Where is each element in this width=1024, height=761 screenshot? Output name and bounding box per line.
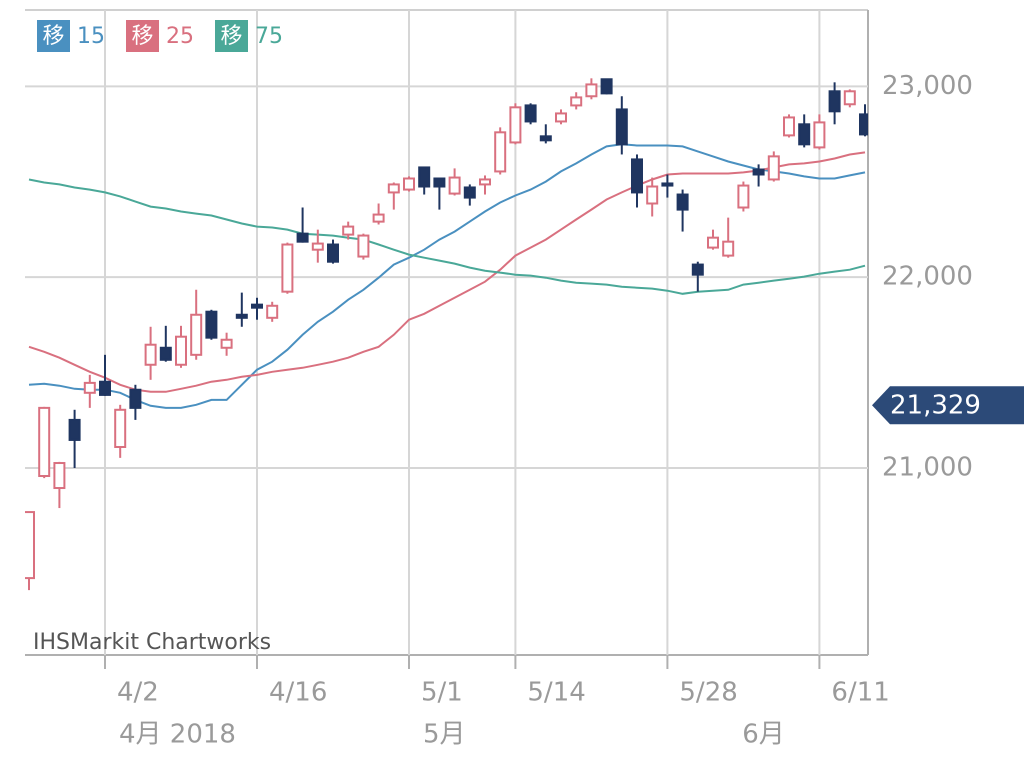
candle-body: [798, 123, 811, 146]
candle-body: [448, 176, 461, 195]
moving-average-line: [28, 151, 866, 393]
candle-body: [25, 511, 35, 580]
x-tick-label: 5/28: [679, 678, 737, 708]
last-price-label: 21,329: [890, 391, 981, 421]
candle-body: [767, 155, 780, 181]
candle-body: [342, 225, 355, 236]
candle-body: [631, 158, 643, 194]
moving-average-line: [28, 143, 866, 409]
candle-body: [220, 338, 233, 349]
legend-swatch: [126, 20, 159, 52]
candle-body: [266, 304, 279, 319]
legend-label: 25: [166, 24, 194, 49]
candle-body: [783, 116, 795, 137]
candle-body: [676, 193, 689, 211]
x-sub-label: 5月: [423, 720, 466, 750]
candle-body: [646, 185, 659, 205]
candle-body: [433, 177, 446, 188]
candle-body: [707, 236, 719, 249]
legend-prefix: 移: [220, 24, 242, 49]
legend-swatch: [37, 20, 70, 52]
y-tick-label: 23,000: [882, 71, 973, 101]
candle-body: [479, 178, 491, 186]
candle-body: [114, 408, 127, 448]
candle-body: [463, 186, 476, 199]
candle-body: [418, 166, 431, 188]
x-sub-label: 4月 2018: [119, 720, 236, 750]
grid: [25, 10, 868, 669]
candle-body: [83, 381, 96, 394]
candle-body: [190, 313, 203, 356]
candle-body: [539, 135, 552, 142]
legend-label: 15: [77, 24, 105, 49]
candle-body: [175, 335, 187, 366]
candle-body: [205, 310, 218, 339]
watermark: IHSMarkit Chartworks: [33, 630, 271, 655]
x-tick-label: 6/11: [831, 678, 889, 708]
candle-body: [722, 240, 735, 257]
candle-body: [159, 346, 172, 361]
x-tick-label: 5/14: [527, 678, 585, 708]
moving-averages: [28, 143, 866, 409]
candle-body: [99, 380, 111, 396]
candle-body: [494, 131, 507, 173]
candle-body: [524, 104, 537, 123]
candle-body: [691, 263, 704, 276]
candle-body: [600, 78, 613, 95]
candle-body: [357, 234, 370, 258]
candle-body: [251, 303, 263, 309]
last-price-tag: [872, 386, 1024, 425]
x-tick-label: 4/16: [269, 678, 327, 708]
candle-body: [752, 168, 765, 176]
moving-average-line: [28, 178, 866, 295]
candle-body: [813, 121, 826, 149]
candle-body: [296, 232, 309, 243]
candle-body: [68, 418, 81, 441]
candle-body: [235, 313, 248, 319]
candle-body: [403, 177, 415, 191]
candle-body: [828, 90, 841, 113]
labels: 21,000 22,000 23,000 4/2 4/16 5/1 5/14 5/28 6/11…: [37, 20, 1024, 750]
legend-label: 75: [255, 24, 283, 49]
candle-body: [615, 108, 628, 146]
candle-body: [144, 343, 157, 366]
candle-body: [570, 96, 583, 107]
candle-body: [281, 243, 294, 293]
candle-body: [661, 182, 674, 187]
x-tick-label: 4/2: [117, 678, 159, 708]
candle-body: [859, 113, 868, 136]
legend-prefix: 移: [131, 24, 153, 49]
candle-body: [843, 90, 856, 106]
y-tick-label: 21,000: [882, 452, 973, 482]
x-tick-label: 5/1: [421, 678, 463, 708]
candle-body: [129, 388, 142, 409]
candle-body: [53, 462, 66, 490]
legend-swatch: [215, 20, 248, 52]
candle-body: [372, 213, 385, 223]
candle-body: [555, 112, 567, 123]
candle-body: [509, 106, 522, 144]
y-tick-label: 22,000: [882, 262, 973, 292]
candle-body: [311, 242, 324, 251]
candle-body: [327, 243, 339, 263]
candles: [25, 78, 868, 591]
candle-body: [585, 83, 598, 98]
x-sub-label: 6月: [742, 720, 785, 750]
candle-body: [737, 184, 750, 209]
legend-prefix: 移: [42, 24, 64, 49]
candle-body: [38, 406, 51, 478]
candle-body: [387, 183, 400, 194]
